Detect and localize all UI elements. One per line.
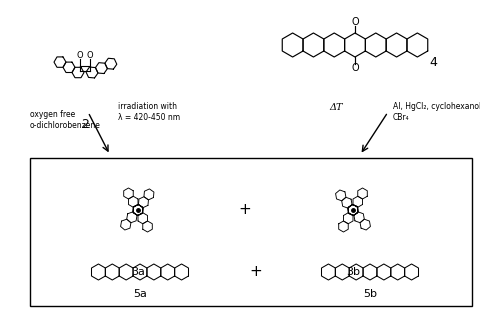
Text: 4: 4 <box>429 55 437 68</box>
Text: O: O <box>77 51 84 60</box>
Text: +: + <box>239 203 252 217</box>
Text: irradiation with
λ = 420-450 nm: irradiation with λ = 420-450 nm <box>118 102 180 122</box>
Text: O: O <box>87 51 93 60</box>
Text: O: O <box>351 63 359 73</box>
Text: 2: 2 <box>81 118 89 131</box>
Text: ΔT: ΔT <box>329 103 343 113</box>
Text: 5a: 5a <box>133 289 147 299</box>
Text: 3a: 3a <box>131 267 145 277</box>
Text: 3b: 3b <box>346 267 360 277</box>
Text: 5b: 5b <box>363 289 377 299</box>
Bar <box>30 158 472 306</box>
Text: +: + <box>250 264 263 280</box>
Text: oxygen free
o-dichlorobenzene: oxygen free o-dichlorobenzene <box>30 110 101 130</box>
Text: Al, HgCl₂, cyclohexanol,
CBr₄: Al, HgCl₂, cyclohexanol, CBr₄ <box>393 102 480 122</box>
Text: O: O <box>351 17 359 27</box>
